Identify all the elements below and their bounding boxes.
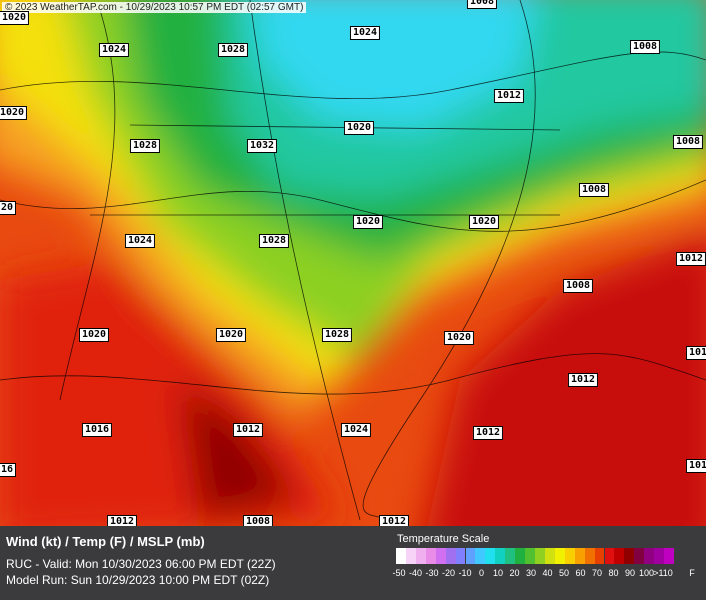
isobar-label: 1008 xyxy=(672,135,704,149)
footer: Wind (kt) / Temp (F) / MSLP (mb) RUC - V… xyxy=(0,526,706,600)
scale-label: -10 xyxy=(458,568,472,578)
scale-swatch xyxy=(544,548,555,564)
isobar-label: 1012 xyxy=(232,423,264,437)
map-title: Wind (kt) / Temp (F) / MSLP (mb) xyxy=(6,534,205,549)
scale-label: 90 xyxy=(624,568,636,578)
isobar-label: 1020 xyxy=(443,331,475,345)
isobar-label: 101 xyxy=(685,459,706,473)
isobar-label: 1016 xyxy=(81,423,113,437)
scale-swatch xyxy=(644,548,655,564)
scale-swatch xyxy=(624,548,635,564)
isobar-label: 1012 xyxy=(493,89,525,103)
scale-label: F xyxy=(689,568,695,578)
scale-swatch xyxy=(535,548,545,564)
isobar-label: 1028 xyxy=(258,234,290,248)
scale-swatch xyxy=(564,548,575,564)
isobar-label: 1024 xyxy=(124,234,156,248)
isobar-label: 1020 xyxy=(352,215,384,229)
isobar-label: 1008 xyxy=(629,40,661,54)
isobar-label: 1012 xyxy=(472,426,504,440)
scale-swatch xyxy=(396,548,406,564)
scale-swatch xyxy=(465,548,476,564)
isobar-label: 1028 xyxy=(321,328,353,342)
scale-swatch xyxy=(455,548,466,564)
scale-swatch xyxy=(614,548,625,564)
scale-label: 10 xyxy=(492,568,504,578)
header-text: © 2023 WeatherTAP.com - 10/29/2023 10:57… xyxy=(2,2,307,13)
scale-title: Temperature Scale xyxy=(397,533,490,545)
scale-swatch xyxy=(554,548,565,564)
scale-swatch xyxy=(475,548,486,564)
scale-label: -30 xyxy=(425,568,439,578)
scale-swatch xyxy=(485,548,496,564)
scale-label: 50 xyxy=(558,568,570,578)
scale-label: 70 xyxy=(591,568,603,578)
scale-label: 100 xyxy=(638,568,655,578)
scale-label: -50 xyxy=(392,568,406,578)
isobar-label: 1008 xyxy=(466,0,498,9)
isobar-label: 1020 xyxy=(468,215,500,229)
scale-swatch xyxy=(525,548,535,564)
isobar-label: 1020 xyxy=(0,106,28,120)
isobar-label: 1020 xyxy=(215,328,247,342)
scale-swatch xyxy=(634,548,645,564)
scale-swatch xyxy=(435,548,446,564)
scale-swatch xyxy=(495,548,506,564)
model-run: Model Run: Sun 10/29/2023 10:00 PM EDT (… xyxy=(6,573,270,587)
scale-swatch xyxy=(604,548,615,564)
scale-label: 20 xyxy=(509,568,520,578)
scale-swatch xyxy=(425,548,436,564)
isobar-label: 1028 xyxy=(217,43,249,57)
isobar-label: 1012 xyxy=(675,252,706,266)
scale-swatch xyxy=(664,548,674,564)
isobar-label: 101 xyxy=(685,346,706,360)
weather-map xyxy=(0,0,706,526)
isobar-label: 1028 xyxy=(129,139,161,153)
scale-label: -40 xyxy=(408,568,423,578)
valid-time: RUC - Valid: Mon 10/30/2023 06:00 PM EDT… xyxy=(6,557,276,571)
scale-label: 60 xyxy=(575,568,586,578)
scale-swatch xyxy=(594,548,605,564)
isobar-label: 1032 xyxy=(246,139,278,153)
scale-label: -20 xyxy=(441,568,456,578)
isobar-label: 1024 xyxy=(349,26,381,40)
scale-swatch xyxy=(584,548,595,564)
isobar-label: 16 xyxy=(0,463,17,477)
scale-swatch xyxy=(505,548,516,564)
isobar-label: 1012 xyxy=(567,373,599,387)
scale-label: 40 xyxy=(542,568,553,578)
isobar-label: 1008 xyxy=(578,183,610,197)
isobar-label: 1020 xyxy=(78,328,110,342)
scale-label: >110 xyxy=(653,568,673,578)
isobar-label: 1008 xyxy=(562,279,594,293)
scale-swatch xyxy=(515,548,526,564)
scale-label: 0 xyxy=(478,568,485,578)
isobar-label: 1024 xyxy=(340,423,372,437)
scale-swatch xyxy=(654,548,665,564)
scale-swatch xyxy=(445,548,456,564)
scale-label: 30 xyxy=(525,568,537,578)
scale-label: 80 xyxy=(608,568,619,578)
scale-swatch xyxy=(574,548,585,564)
isobar-label: 1024 xyxy=(98,43,130,57)
isobar-label: 1020 xyxy=(0,11,30,25)
isobar-label: 1020 xyxy=(343,121,375,135)
isobar-label: 20 xyxy=(0,201,17,215)
scale-swatch xyxy=(415,548,426,564)
scale-swatch xyxy=(405,548,416,564)
